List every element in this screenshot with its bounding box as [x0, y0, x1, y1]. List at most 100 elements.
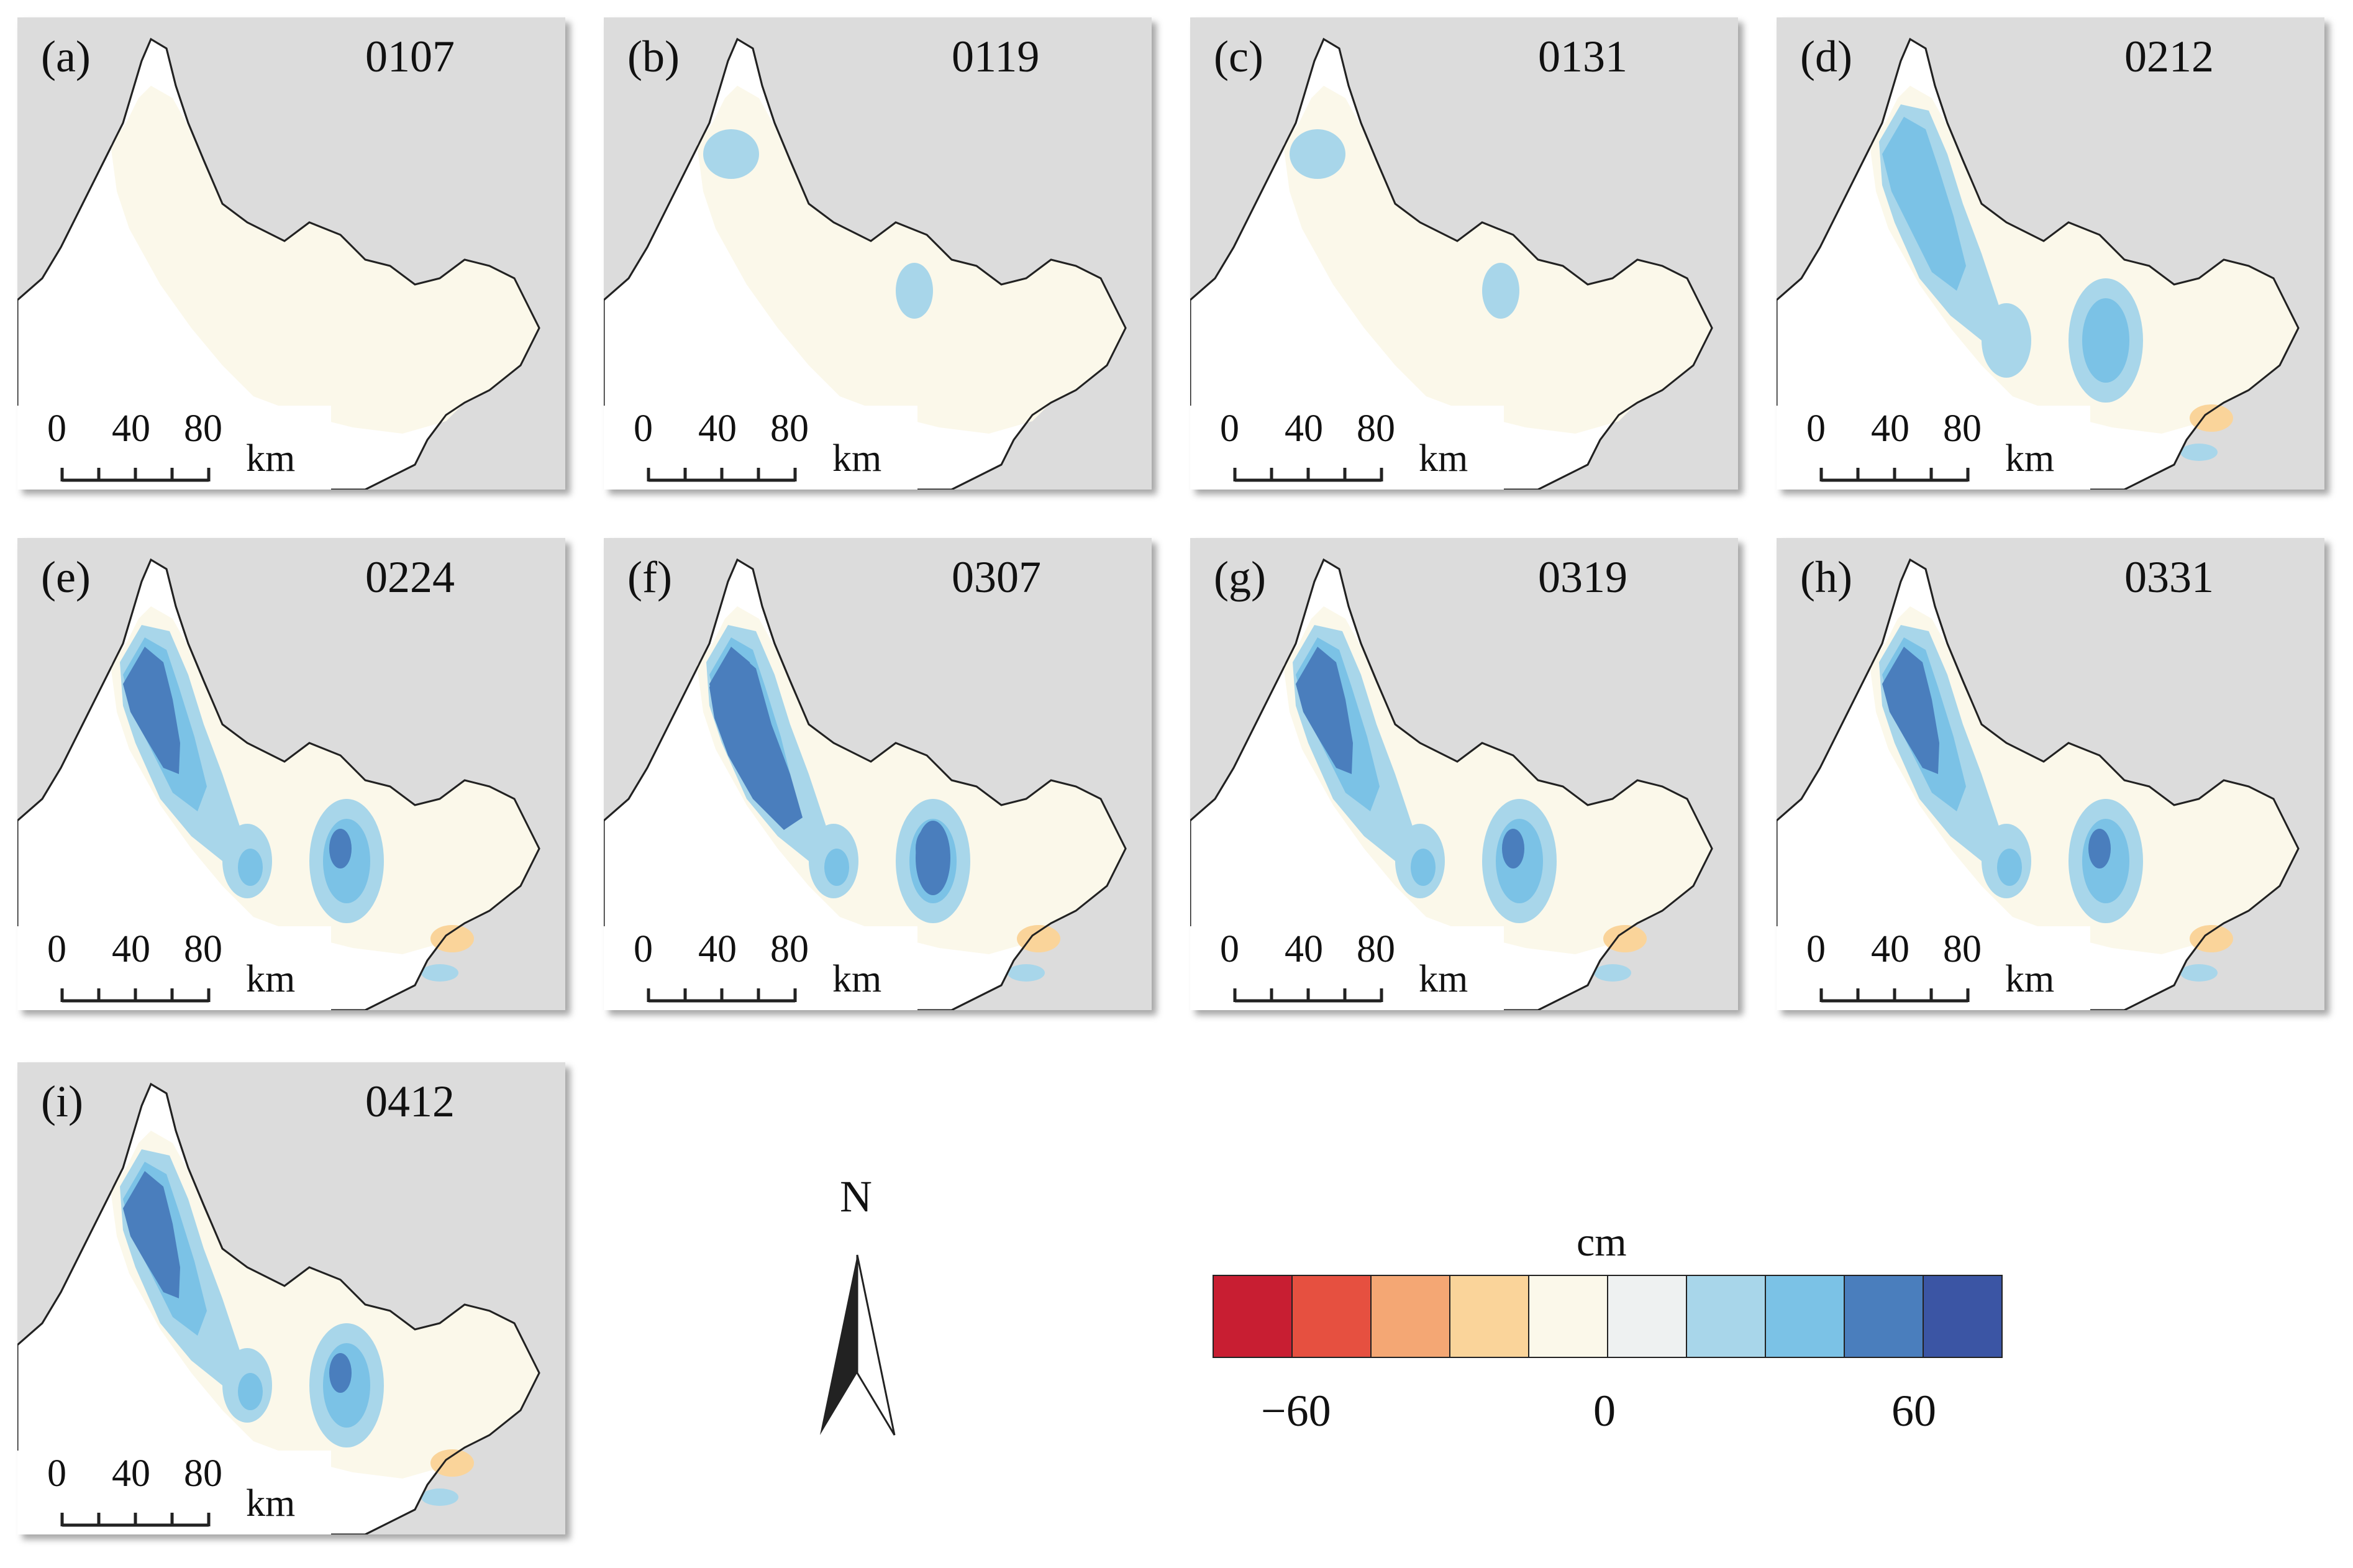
anomaly-light-blue [1290, 129, 1345, 179]
scale-tick-40: 40 [1285, 408, 1323, 450]
scale-tick-80: 80 [184, 408, 222, 450]
scale-unit: km [2005, 437, 2055, 480]
scale-tick-0: 0 [47, 928, 66, 970]
scale-unit: km [1419, 958, 1468, 1000]
panel-date: 0331 [2124, 552, 2214, 602]
scale-unit: km [246, 437, 296, 480]
anomaly-central-blob [1982, 303, 2031, 378]
scale-tick-80: 80 [770, 928, 809, 970]
study-area [697, 606, 1126, 954]
panel-date: 0119 [952, 32, 1040, 81]
scale-bar-graphic [647, 988, 797, 1003]
coastline [1190, 37, 1713, 490]
scale-bar: 0 40 80 km [17, 1451, 331, 1534]
anomaly-light-blue [703, 129, 759, 179]
anomaly-east-blob-mid [2082, 298, 2129, 383]
scale-tick-80: 80 [184, 928, 222, 970]
scale-bar: 0 40 80 km [1777, 406, 2090, 490]
legend-color-cell [1845, 1276, 1924, 1357]
legend-color-cell [1924, 1276, 2001, 1357]
panel-label: (d) [1800, 32, 1852, 81]
map-panel: (g) 0319 0 40 80 km [1190, 538, 1738, 1010]
coastline [17, 1082, 540, 1534]
panel-label: (h) [1800, 552, 1852, 602]
scale-bar: 0 40 80 km [1190, 406, 1504, 490]
anomaly-east-blob-dark [329, 1353, 352, 1393]
legend-unit: cm [1577, 1219, 1627, 1265]
anomaly-east-blob-dark-large [916, 821, 950, 895]
scale-tick-40: 40 [1871, 408, 1909, 450]
scale-unit: km [1419, 437, 1468, 480]
scale-tick-40: 40 [698, 408, 737, 450]
anomaly-west-band-dark-wide [709, 650, 803, 830]
anomaly-west-band-dark [123, 647, 180, 774]
legend-color-cell [1529, 1276, 1608, 1357]
scale-tick-40: 40 [1285, 928, 1323, 970]
anomaly-light-blue [1482, 263, 1519, 319]
anomaly-central-blob-mid [238, 1373, 263, 1410]
panel-label: (f) [627, 552, 672, 602]
anomaly-orange [430, 925, 474, 952]
anomaly-orange [1017, 925, 1060, 952]
study-area [1283, 86, 1712, 434]
panel-label: (i) [41, 1077, 83, 1126]
north-label: N [840, 1172, 872, 1221]
scale-tick-0: 0 [634, 928, 653, 970]
scale-tick-80: 80 [1357, 928, 1395, 970]
study-area [111, 1131, 539, 1479]
coastline [1777, 37, 2300, 490]
scale-bar: 0 40 80 km [604, 926, 917, 1010]
scale-bar-graphic [60, 988, 211, 1003]
map-canvas [604, 538, 1152, 1010]
scale-bar-graphic [1819, 988, 1970, 1003]
scale-tick-80: 80 [770, 408, 809, 450]
legend-tick-min: −60 [1261, 1386, 1331, 1436]
scale-bar-graphic [60, 468, 211, 482]
coastline [1190, 558, 1713, 1010]
anomaly-orange [2190, 925, 2233, 952]
map-panel: (i) 0412 0 40 80 km [17, 1062, 565, 1534]
panel-date: 0107 [365, 32, 455, 81]
panel-label: (a) [41, 32, 91, 81]
north-arrow [814, 1168, 901, 1447]
panel-label: (b) [627, 32, 680, 81]
anomaly-south-light-blue [1008, 964, 1045, 982]
anomaly-orange [2190, 404, 2233, 432]
panel-label: (e) [41, 552, 91, 602]
scale-bar-graphic [60, 1513, 211, 1527]
study-area [111, 86, 539, 434]
map-panel: (e) 0224 0 40 80 km [17, 538, 565, 1010]
scale-bar-graphic [1233, 988, 1383, 1003]
map-panel: (h) 0331 0 40 80 km [1777, 538, 2324, 1010]
anomaly-central-blob-mid [824, 849, 849, 886]
map-panel: (b) 0119 0 40 80 km [604, 17, 1152, 490]
scale-tick-80: 80 [1357, 408, 1395, 450]
north-arrow-light-half [856, 1254, 896, 1436]
panel-date: 0212 [2124, 32, 2214, 81]
scale-tick-0: 0 [1806, 408, 1826, 450]
legend-color-cell [1687, 1276, 1766, 1357]
map-panel: (c) 0131 0 40 80 km [1190, 17, 1738, 490]
legend-tick-max: 60 [1891, 1386, 1936, 1436]
study-area [111, 606, 539, 954]
scale-unit: km [2005, 958, 2055, 1000]
legend-color-cell [1450, 1276, 1529, 1357]
study-area [697, 86, 1126, 434]
scale-tick-0: 0 [1806, 928, 1826, 970]
scale-unit: km [832, 437, 882, 480]
study-area [1283, 606, 1712, 954]
scale-tick-40: 40 [112, 1452, 150, 1495]
scale-tick-0: 0 [634, 408, 653, 450]
coastline [17, 37, 540, 490]
scale-bar: 0 40 80 km [1777, 926, 2090, 1010]
anomaly-west-band-mid [1882, 117, 1966, 291]
scale-bar: 0 40 80 km [1190, 926, 1504, 1010]
scale-bar: 0 40 80 km [17, 406, 331, 490]
map-panel: (a) 0107 0 40 80 km [17, 17, 565, 490]
legend-tick-zero: 0 [1593, 1386, 1616, 1436]
scale-bar: 0 40 80 km [17, 926, 331, 1010]
map-panel: (f) 0307 0 40 80 km [604, 538, 1152, 1010]
anomaly-east-blob-dark [1502, 829, 1524, 868]
scale-tick-80: 80 [1943, 408, 1982, 450]
scale-bar: 0 40 80 km [604, 406, 917, 490]
